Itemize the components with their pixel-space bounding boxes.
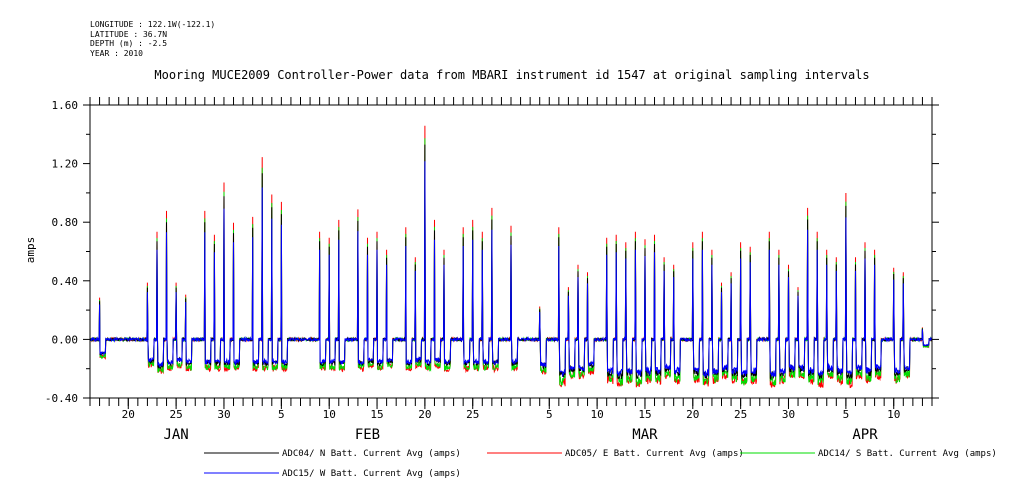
x-tick-label: 25 (169, 408, 182, 421)
x-tick-label: 30 (217, 408, 230, 421)
x-tick-label: 5 (278, 408, 285, 421)
legend-label: ADC15/ W Batt. Current Avg (amps) (282, 469, 461, 479)
series-line (89, 161, 933, 378)
legend-label: ADC04/ N Batt. Current Avg (amps) (282, 449, 461, 459)
x-tick-label: 5 (843, 408, 850, 421)
x-tick-label: 20 (122, 408, 135, 421)
x-tick-label: 5 (546, 408, 553, 421)
x-tick-label: 10 (590, 408, 603, 421)
legend: ADC04/ N Batt. Current Avg (amps) ADC05/ … (204, 449, 997, 479)
axis-layer: -0.40 0.00 0.40 0.80 1.20 1.60 20 25 30 5 10 15 20 25… (45, 97, 939, 443)
legend-label: ADC14/ S Batt. Current Avg (amps) (818, 449, 997, 459)
series-layer (89, 125, 933, 389)
y-tick-label: 1.20 (52, 158, 79, 171)
x-tick-label: 10 (887, 408, 900, 421)
latitude-text: LATITUDE : 36.7N (90, 29, 168, 39)
chart-title: Mooring MUCE2009 Controller-Power data f… (154, 68, 869, 82)
x-tick-label: 25 (734, 408, 747, 421)
y-tick-label: 0.80 (52, 216, 79, 229)
x-tick-label: 30 (782, 408, 795, 421)
x-tick-label: 15 (370, 408, 383, 421)
y-axis-label: amps (24, 237, 37, 264)
y-tick-label: 0.00 (52, 333, 79, 346)
month-label: MAR (632, 427, 658, 443)
x-tick-label: 20 (686, 408, 699, 421)
month-label: FEB (355, 427, 380, 443)
y-tick-label: -0.40 (45, 392, 78, 405)
longitude-text: LONGITUDE : 122.1W(-122.1) (90, 20, 216, 29)
x-tick-label: 15 (638, 408, 651, 421)
month-label: JAN (163, 427, 188, 443)
x-tick-label: 25 (466, 408, 479, 421)
year-text: YEAR : 2010 (90, 48, 143, 58)
legend-label: ADC05/ E Batt. Current Avg (amps) (565, 449, 744, 459)
y-tick-label: 0.40 (52, 275, 79, 288)
x-tick-label: 10 (323, 408, 336, 421)
month-label: APR (852, 427, 878, 443)
metadata-block: LONGITUDE : 122.1W(-122.1) LATITUDE : 36… (90, 20, 215, 58)
x-tick-label: 20 (418, 408, 431, 421)
y-tick-label: 1.60 (52, 99, 79, 112)
depth-text: DEPTH (m) : -2.5 (90, 39, 168, 48)
